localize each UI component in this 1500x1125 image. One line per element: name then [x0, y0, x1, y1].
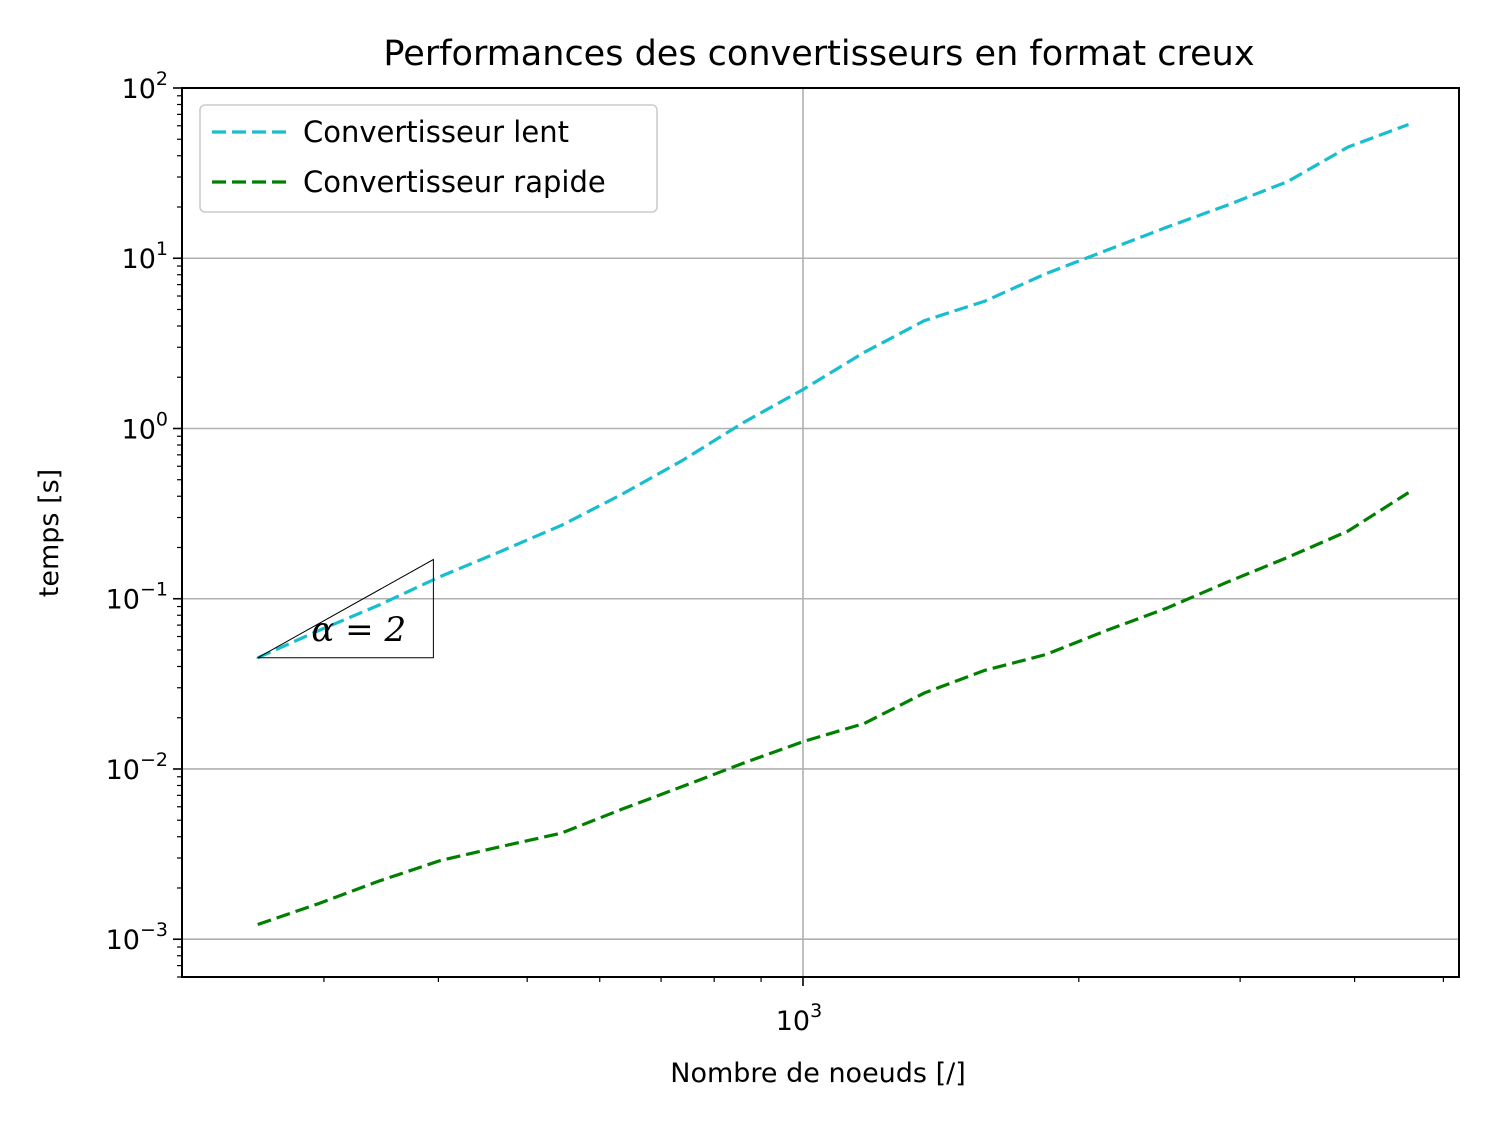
- legend-label: Convertisseur lent: [303, 115, 569, 149]
- y-axis-label: temps [s]: [34, 469, 65, 597]
- y-tick-label: 10−2: [106, 749, 168, 786]
- axis-ticks: 103 10−3 10−2 10−1 100 101 102: [106, 68, 1444, 1037]
- slope-label: α = 2: [311, 610, 406, 650]
- slope-triangle: [255, 558, 434, 659]
- series-line-convertisseur-lent: [257, 123, 1410, 660]
- y-tick-label: 100: [122, 408, 168, 445]
- legend-box: [199, 104, 658, 213]
- slope-annotation: α = 2: [255, 558, 434, 659]
- y-tick-label: 101: [122, 238, 168, 275]
- plot-area-frame: [181, 87, 1460, 978]
- series-line-convertisseur-rapide: [257, 491, 1410, 927]
- series-lines: [257, 123, 1410, 927]
- y-tick-label: 10−3: [106, 919, 168, 956]
- chart-title: Performances des convertisseurs en forma…: [383, 34, 1254, 74]
- y-tick-label: 10−1: [106, 579, 168, 616]
- x-tick-label: 103: [776, 1000, 822, 1037]
- x-axis-label: Nombre de noeuds [/]: [670, 1058, 966, 1089]
- y-tick-label: 102: [122, 68, 168, 105]
- legend-label: Convertisseur rapide: [303, 165, 606, 199]
- legend: Convertisseur lent Convertisseur rapide: [199, 104, 658, 213]
